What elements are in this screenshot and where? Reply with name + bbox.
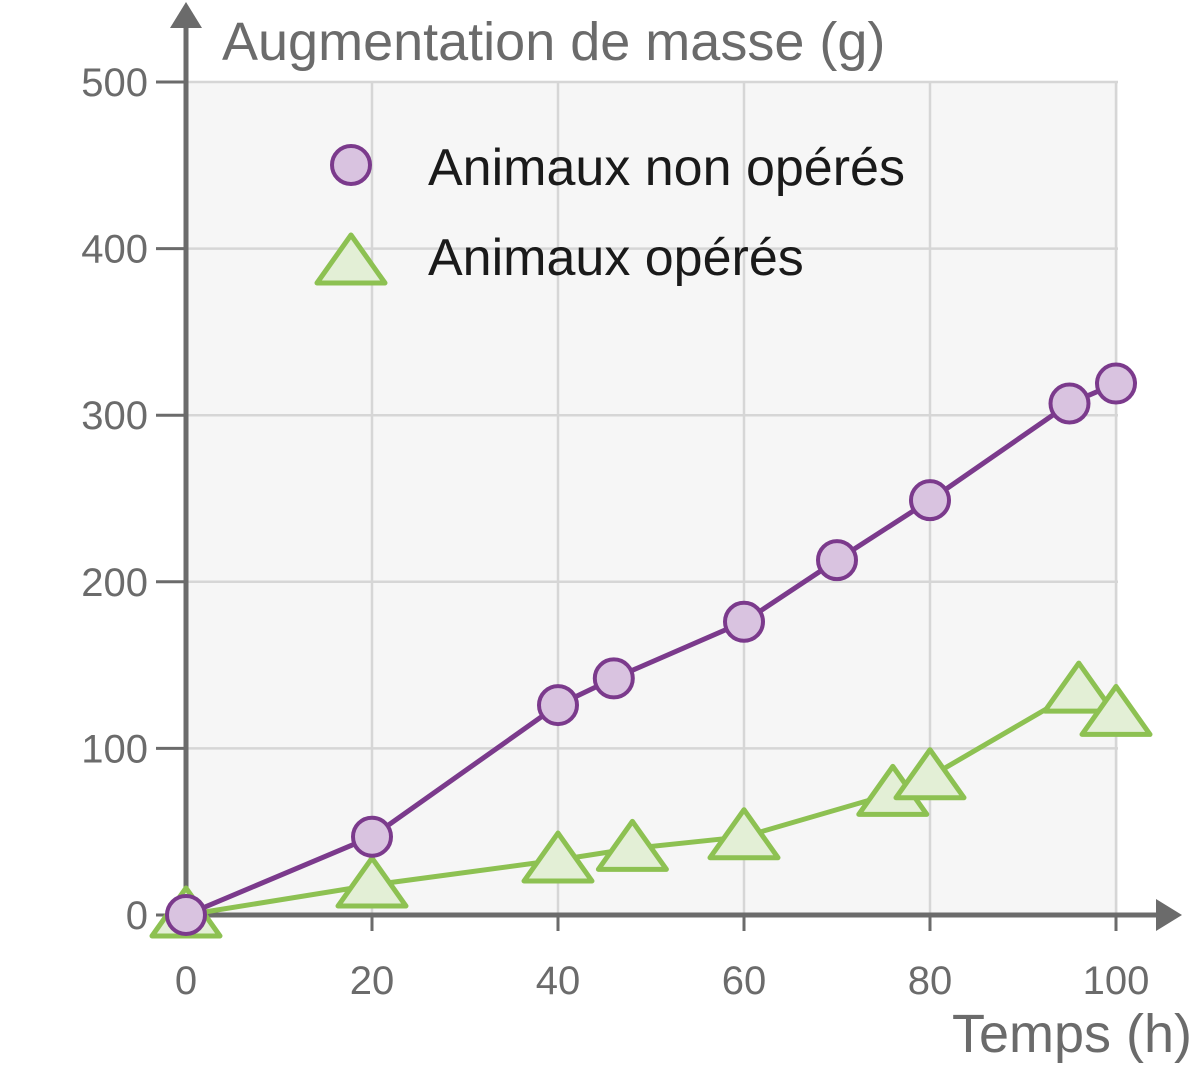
data-point-circle [351,815,393,858]
y-tick-label: 100 [81,727,148,771]
data-point-circle [909,479,951,522]
data-point-circle [537,684,579,727]
data-point-triangle [1079,683,1153,737]
data-point-circle [165,894,207,936]
data-point-circle [1095,362,1137,405]
x-tick-label: 60 [722,959,767,1003]
legend-marker-non-operes [330,144,372,186]
y-axis-arrow [170,2,202,28]
x-tick-label: 20 [350,959,395,1003]
data-point-triangle [1042,660,1116,714]
y-tick-label: 200 [81,561,148,605]
x-tick-label: 40 [536,959,581,1003]
ticks: 0 20 40 60 80 100 0 100 200 300 400 500 [81,61,1149,1003]
axes [170,2,1182,931]
data-point-circle [816,539,858,582]
data-point-circle [1048,382,1091,425]
y-tick-label: 400 [81,228,148,272]
data-point-triangle [707,807,781,861]
grid [186,80,1118,915]
x-axis-title: Temps (h) [952,1004,1192,1064]
data-point-circle [592,657,635,700]
y-tick-label: 300 [81,394,148,438]
data-point-triangle [521,830,595,884]
x-axis-arrow [1156,899,1182,931]
legend-marker-operes [314,232,388,286]
legend-label-non-operes: Animaux non opérés [428,139,905,197]
data-point-triangle [893,747,967,801]
x-tick-label: 0 [175,959,197,1003]
data-point-circle [723,600,765,643]
legend: Animaux non opérés Animaux opérés [314,139,905,287]
plot-background [186,82,1118,915]
y-tick-label: 500 [81,61,148,105]
data-point-triangle [335,855,409,909]
x-tick-label: 80 [908,959,953,1003]
series-layer [149,362,1153,939]
data-point-triangle [595,818,669,872]
x-tick-label: 100 [1083,959,1150,1003]
y-tick-label: 0 [126,894,148,938]
legend-label-operes: Animaux opérés [428,229,804,287]
y-axis-title: Augmentation de masse (g) [222,12,885,72]
